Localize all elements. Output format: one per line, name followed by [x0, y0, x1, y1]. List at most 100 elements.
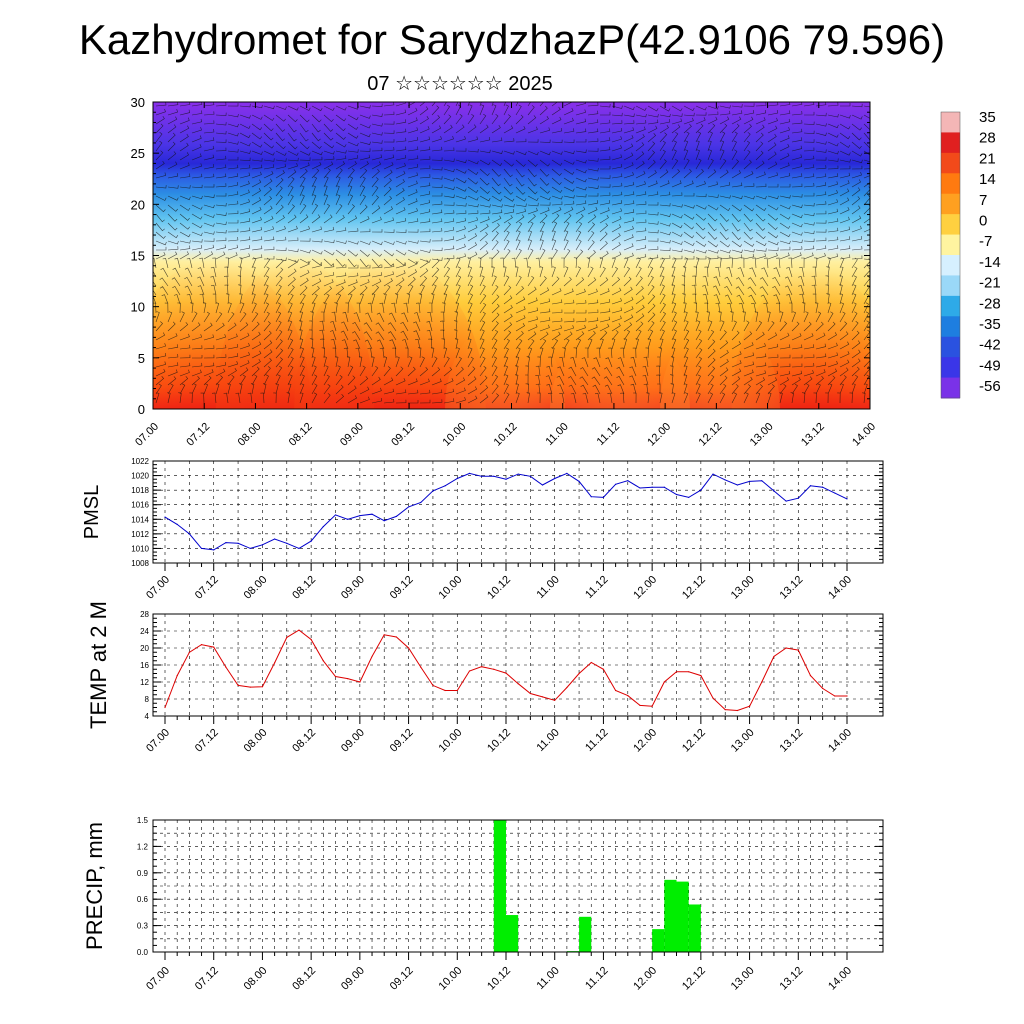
colorbar-label: -42: [979, 337, 1001, 354]
x-tick-label: 07.12: [184, 421, 212, 449]
data-point: [736, 709, 738, 712]
precip-bar: [506, 915, 519, 952]
data-point: [310, 540, 312, 542]
data-point: [213, 549, 215, 551]
data-point: [785, 647, 787, 649]
colorbar-label: -49: [979, 357, 1001, 374]
precip-bar: [676, 881, 689, 952]
colorbar-swatch: [941, 152, 960, 174]
colorbar-swatch: [941, 377, 960, 399]
data-point: [286, 542, 288, 544]
data-point: [237, 684, 239, 687]
colorbar-swatch: [941, 336, 960, 358]
y-tick-label: 5: [138, 351, 145, 366]
x-tick-label: 07.00: [144, 574, 172, 602]
data-point: [468, 472, 471, 474]
data-point: [809, 485, 812, 487]
data-point: [432, 490, 434, 492]
y-tick-label: 30: [131, 95, 145, 110]
data-point: [663, 681, 665, 683]
y-tick-label: 0.3: [137, 922, 149, 931]
data-point: [615, 689, 617, 692]
colorbar-swatch: [941, 275, 960, 297]
x-tick-label: 10.12: [485, 574, 513, 602]
x-tick-label: 09.12: [388, 574, 416, 602]
data-point: [688, 496, 690, 499]
x-tick-label: 07.12: [193, 965, 221, 993]
x-tick-label: 07.00: [133, 421, 161, 449]
data-point: [298, 629, 300, 631]
data-point: [724, 479, 726, 481]
data-point: [225, 666, 227, 668]
wind-barbs: [153, 102, 870, 404]
x-tick-label: 13.00: [748, 421, 776, 449]
x-tick-label: 13.12: [777, 965, 805, 993]
data-point: [566, 686, 568, 689]
data-point: [822, 687, 824, 689]
data-point: [407, 647, 410, 649]
data-point: [359, 681, 361, 683]
x-tick-label: 08.12: [290, 574, 318, 602]
colorbar-label: -35: [979, 316, 1001, 333]
data-point: [468, 670, 471, 672]
x-tick-label: 07.12: [193, 574, 221, 602]
data-point: [188, 533, 190, 535]
data-point: [761, 480, 763, 482]
data-point: [249, 686, 251, 688]
data-point: [176, 675, 178, 677]
data-point: [213, 646, 215, 648]
data-point: [578, 480, 580, 482]
y-tick-label: 1022: [131, 457, 149, 466]
y-tick-label: 24: [140, 627, 149, 636]
data-point: [371, 513, 373, 515]
y-tick-label: 4: [145, 712, 150, 721]
x-tick-label: 11.00: [534, 727, 561, 754]
x-tick-label: 12.00: [631, 727, 659, 755]
data-point: [554, 477, 556, 480]
data-point: [602, 668, 605, 670]
colorbar-label: -28: [979, 295, 1001, 312]
data-point: [712, 697, 714, 699]
colorbar-swatch: [941, 173, 960, 195]
y-tick-label: 0: [138, 402, 145, 417]
x-tick-label: 09.00: [338, 421, 366, 449]
data-point: [176, 523, 178, 525]
y-tick-label: 12: [140, 678, 149, 687]
data-point: [712, 473, 714, 475]
x-tick-label: 08.12: [290, 727, 318, 755]
data-point: [188, 651, 190, 653]
colorbar-label: 21: [979, 150, 996, 167]
x-tick-label: 12.12: [697, 421, 725, 449]
precip-bar: [664, 879, 677, 952]
x-tick-label: 13.12: [777, 574, 805, 602]
data-point: [529, 692, 531, 695]
x-tick-label: 10.00: [440, 421, 468, 449]
data-point: [164, 706, 166, 709]
y-tick-label: 15: [131, 249, 145, 264]
grid: [153, 614, 883, 716]
x-tick-label: 13.00: [729, 574, 757, 602]
colorbar-swatch: [941, 316, 960, 338]
x-tick-label: 11.12: [583, 574, 610, 601]
x-tick-label: 08.00: [242, 965, 270, 993]
data-point: [274, 662, 276, 664]
x-tick-label: 12.12: [680, 965, 708, 993]
data-point: [773, 655, 775, 658]
data-point: [395, 515, 397, 517]
colorbar-label: 28: [979, 130, 996, 147]
x-tick-label: 10.12: [492, 421, 520, 449]
temp-panel: 4 8 12 16 20 24 28 07.00 07.12 08.00 08.12 09.00 09.…: [86, 601, 884, 755]
y-tick-label: 20: [140, 644, 149, 653]
data-point: [554, 699, 556, 701]
data-point: [627, 480, 629, 482]
data-point: [322, 660, 324, 662]
data-point: [456, 689, 458, 692]
x-tick-label: 13.12: [799, 421, 827, 449]
x-tick-label: 10.12: [485, 727, 513, 755]
data-point: [663, 486, 665, 488]
x-tick-label: 11.00: [534, 574, 561, 601]
cross-section-panel: 0 5 10 15 20 25 30 07.00 07.12 08.00 08.12 09.00 09.…: [131, 95, 879, 449]
x-tick-label: 09.12: [388, 965, 416, 993]
x-tick-label: 08.00: [242, 727, 270, 755]
x-tick-label: 10.00: [436, 727, 464, 755]
